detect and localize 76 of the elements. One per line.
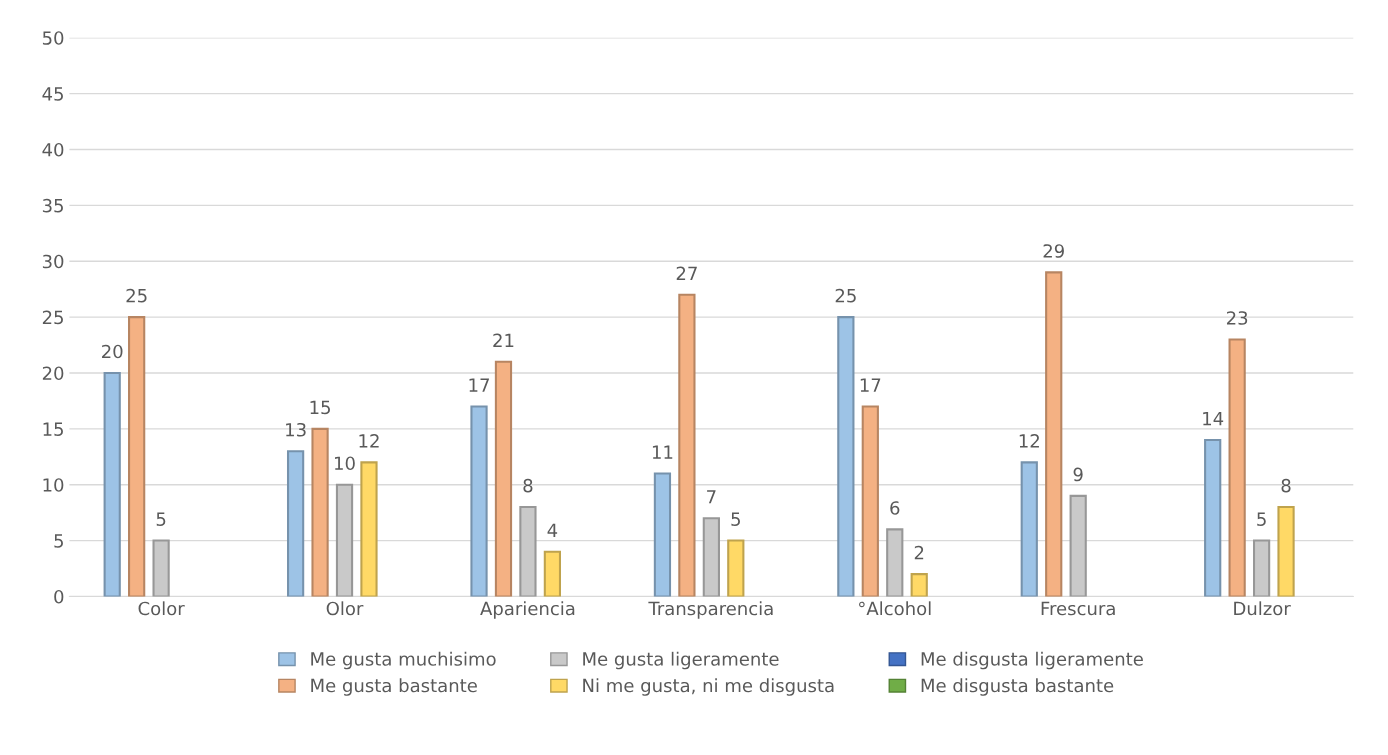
legend-label: Ni me gusta, ni me disgusta — [583, 678, 834, 696]
data-label: 4 — [547, 523, 558, 537]
data-label: 25 — [835, 288, 856, 303]
y-tick-label: 15 — [43, 422, 63, 436]
bar — [702, 517, 720, 597]
bar — [152, 539, 170, 597]
data-label: 25 — [126, 288, 147, 303]
legend-label: Me gusta ligeramente — [583, 651, 779, 670]
bar — [494, 360, 513, 597]
data-label: 2 — [914, 545, 924, 560]
x-tick-label: °Alcohol — [859, 601, 931, 616]
bar — [1277, 506, 1295, 597]
bar — [335, 483, 354, 597]
bar — [678, 293, 696, 597]
bar — [360, 461, 378, 597]
data-label: 5 — [731, 512, 740, 526]
y-tick-label: 35 — [42, 198, 63, 213]
x-tick-label: Apariencia — [480, 601, 575, 619]
bar — [286, 450, 305, 597]
data-label: 8 — [523, 478, 533, 493]
bar — [1204, 438, 1222, 597]
data-label: 11 — [652, 445, 673, 459]
legend-label: Me gusta bastante — [311, 678, 477, 696]
data-label: 14 — [1203, 411, 1224, 426]
bar — [1045, 271, 1063, 597]
bar — [519, 506, 537, 597]
bar — [470, 405, 488, 597]
data-label: 21 — [493, 333, 514, 347]
data-label: 9 — [1073, 467, 1083, 482]
bar — [1252, 539, 1271, 597]
y-tick-label: 40 — [42, 142, 64, 157]
data-label: 12 — [359, 434, 379, 448]
data-label: 5 — [156, 512, 166, 526]
data-label: 13 — [286, 422, 306, 437]
data-label: 10 — [335, 456, 355, 471]
bar — [861, 405, 879, 597]
data-label: 17 — [469, 378, 489, 392]
y-tick-label: 45 — [42, 87, 63, 101]
legend-label: Me gusta muchisimo — [311, 651, 496, 670]
data-label: 20 — [102, 344, 123, 359]
bar — [727, 539, 745, 597]
bar — [910, 573, 928, 597]
data-label: 23 — [1226, 311, 1248, 325]
data-label: 5 — [1257, 512, 1266, 526]
y-tick-label: 0 — [54, 589, 64, 604]
bar — [543, 550, 562, 597]
y-tick-label: 50 — [42, 31, 64, 45]
y-tick-label: 10 — [43, 478, 64, 492]
y-tick-label: 30 — [42, 254, 64, 269]
data-label: 17 — [860, 378, 881, 392]
bar — [128, 316, 146, 597]
x-tick-label: Color — [138, 601, 185, 616]
legend-label: Me disgusta bastante — [921, 678, 1114, 696]
data-label: 15 — [310, 400, 330, 415]
data-label: 8 — [1281, 478, 1291, 493]
legend-label: Me disgusta ligeramente — [921, 651, 1143, 670]
bar — [1020, 461, 1038, 597]
bar — [886, 528, 904, 597]
y-tick-label: 5 — [54, 534, 63, 548]
data-label: 27 — [676, 266, 697, 280]
bar — [1069, 494, 1087, 597]
x-tick-label: Transparencia — [648, 601, 773, 619]
bar — [1228, 338, 1246, 597]
x-tick-label: Dulzor — [1234, 601, 1291, 616]
data-label: 7 — [707, 490, 716, 504]
x-tick-label: Olor — [326, 601, 364, 616]
data-label: 29 — [1043, 244, 1064, 258]
data-label: 6 — [890, 501, 900, 515]
bar — [103, 371, 121, 597]
bar — [653, 472, 672, 597]
bar — [311, 427, 329, 597]
y-tick-label: 25 — [42, 310, 63, 325]
data-label: 12 — [1019, 434, 1039, 448]
bar — [837, 316, 855, 597]
y-tick-label: 20 — [42, 366, 64, 381]
x-tick-label: Frescura — [1041, 601, 1115, 616]
